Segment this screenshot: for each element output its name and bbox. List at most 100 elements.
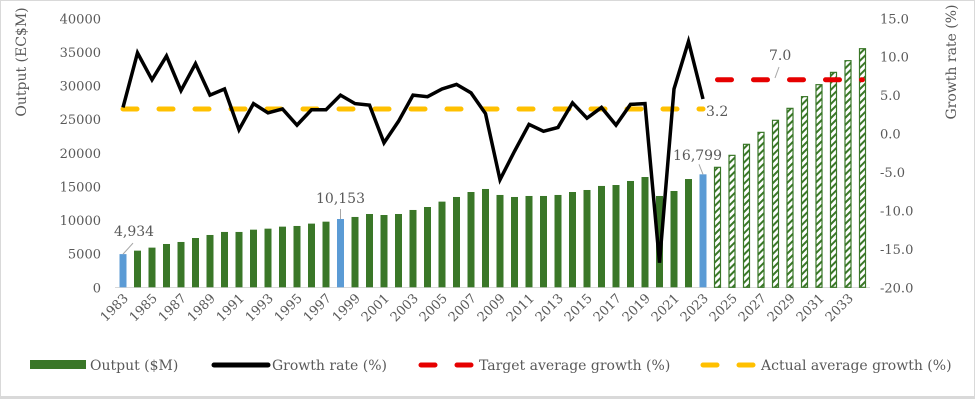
y2-tick-label: -10.0 [880, 204, 913, 219]
y2-axis-title: Growth rate (%) [944, 4, 960, 119]
output-bar [322, 221, 330, 288]
x-tick-label: 2011 [504, 291, 538, 325]
projected-output-bar [742, 143, 751, 288]
x-tick-label: 2017 [591, 291, 625, 325]
y2-tick-label: 0.0 [880, 128, 901, 143]
output-bar [438, 201, 446, 288]
x-tick-label: 2027 [736, 291, 770, 325]
output-bar [148, 247, 156, 288]
x-tick-label: 2031 [794, 291, 828, 325]
output-bar [308, 223, 315, 288]
projected-output-bar [815, 84, 823, 288]
growth-rate-line [121, 34, 705, 263]
data-label-2023: 16,799 [673, 148, 722, 164]
x-tick-label: 2007 [446, 291, 480, 325]
annotation-leader [774, 66, 780, 79]
projected-output-bar [771, 119, 780, 288]
annotation-leader [122, 242, 134, 255]
projected-output-bar [713, 166, 722, 288]
output-bar [235, 231, 243, 288]
highlighted-output-bar [119, 254, 127, 288]
y-tick-label: 10000 [60, 214, 101, 229]
x-tick-label: 2033 [823, 291, 857, 325]
y-tick-label: 15000 [60, 180, 101, 195]
x-tick-label: 2009 [475, 291, 509, 325]
x-tick-label: 2019 [620, 291, 654, 325]
x-tick-label: 1995 [272, 291, 306, 325]
output-bar [395, 213, 402, 288]
x-tick-label: 2013 [533, 291, 567, 325]
legend-label-growth: Growth rate (%) [272, 358, 387, 374]
x-tick-label: 1991 [214, 291, 248, 325]
output-bar [685, 179, 692, 288]
x-tick-label: 2001 [359, 291, 393, 325]
legend-swatch-output [30, 360, 86, 369]
projected-output-bar [858, 48, 867, 288]
output-bar [366, 213, 373, 288]
x-tick-label: 1997 [301, 291, 335, 325]
projected-output-bar [757, 131, 765, 288]
output-bar [540, 195, 547, 288]
x-tick-label: 2005 [417, 291, 451, 325]
x-tick-label: 1985 [127, 291, 161, 325]
y2-tick-label: -15.0 [880, 243, 913, 258]
output-bar [351, 216, 359, 288]
projected-output-bar [728, 154, 736, 288]
x-tick-label: 1989 [185, 291, 219, 325]
output-bar [279, 226, 286, 288]
output-bar [612, 185, 620, 288]
output-bar [134, 250, 141, 288]
y2-tick-label: 10.0 [880, 51, 909, 66]
y2-tick-label: -20.0 [880, 281, 913, 296]
output-bar [163, 243, 170, 288]
projected-output-bar [800, 96, 809, 288]
y-tick-label: 30000 [60, 80, 101, 95]
output-bar [569, 192, 576, 288]
output-bar [177, 241, 185, 288]
data-label-1983: 4,934 [114, 224, 154, 240]
target-average-label: 7.0 [769, 48, 791, 64]
output-bar [656, 195, 663, 288]
output-bar [554, 194, 562, 288]
output-bar [496, 194, 504, 288]
output-bar [409, 209, 417, 288]
x-tick-label: 1987 [156, 291, 190, 325]
y2-tick-label: -5.0 [880, 166, 905, 181]
y2-tick-label: 15.0 [880, 12, 909, 27]
output-bar [293, 225, 301, 288]
legend-label-output: Output ($M) [90, 358, 178, 374]
output-bar [670, 190, 678, 288]
highlighted-output-bar [337, 219, 344, 288]
y2-tick-label: 5.0 [880, 89, 901, 104]
output-bar [627, 180, 634, 288]
x-tick-label: 2023 [678, 291, 712, 325]
output-bar [525, 195, 533, 288]
output-bar [192, 238, 199, 288]
x-tick-label: 2025 [707, 291, 741, 325]
highlighted-output-bar [699, 174, 707, 288]
projected-output-bar [844, 60, 852, 288]
projected-output-bar [829, 71, 838, 288]
y-tick-label: 40000 [60, 12, 101, 27]
projected-output-bar [786, 107, 794, 288]
output-bar [511, 196, 518, 288]
x-tick-label: 1993 [243, 291, 277, 325]
legend-label-target: Target average growth (%) [479, 358, 670, 374]
legend: Output ($M) Growth rate (%) Target avera… [30, 358, 952, 374]
output-bar [250, 229, 257, 288]
data-label-1998: 10,153 [316, 191, 365, 207]
output-bar [264, 228, 272, 288]
x-tick-label: 2003 [388, 291, 422, 325]
actual-average-label: 3.2 [706, 104, 728, 120]
x-tick-label: 1983 [98, 291, 132, 325]
output-bar [380, 215, 388, 288]
output-bar [641, 177, 649, 288]
output-bar [482, 188, 489, 288]
legend-label-actual: Actual average growth (%) [760, 358, 952, 374]
output-bar [598, 185, 605, 288]
y-axis-title: Output (EC$M) [14, 7, 30, 116]
x-tick-label: 2021 [649, 291, 683, 325]
y-tick-label: 35000 [60, 46, 101, 61]
x-tick-label: 2015 [562, 291, 596, 325]
